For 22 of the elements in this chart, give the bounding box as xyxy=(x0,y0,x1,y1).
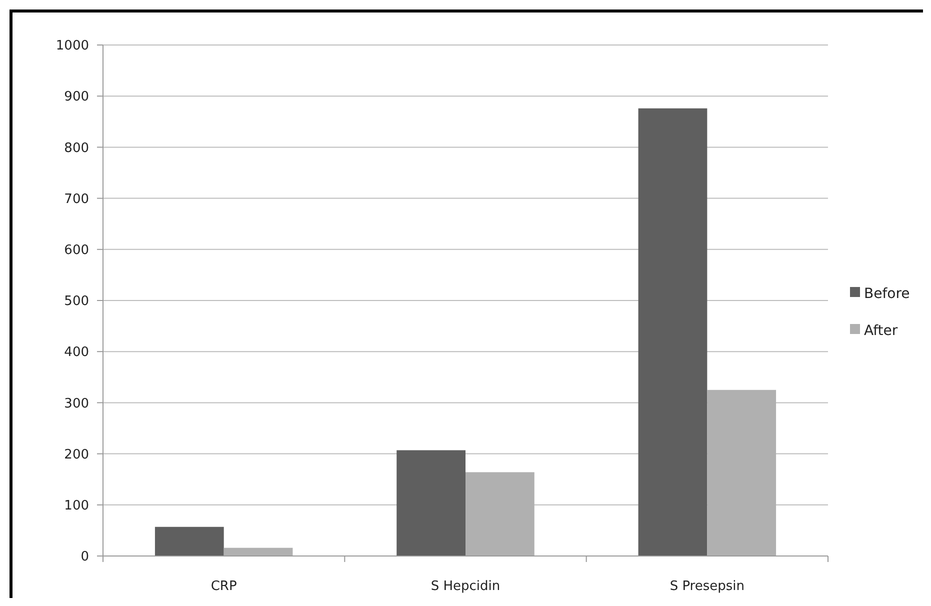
y-tick-label: 400 xyxy=(64,345,89,360)
y-tick-label: 100 xyxy=(64,498,89,514)
bar xyxy=(224,548,293,556)
y-tick-label: 1000 xyxy=(56,38,89,54)
y-tick-label: 500 xyxy=(64,294,89,310)
y-tick-label: 600 xyxy=(64,242,89,258)
y-tick-label: 200 xyxy=(64,447,89,462)
bar xyxy=(154,526,224,556)
legend-label: Before xyxy=(864,286,910,302)
y-tick-label: 900 xyxy=(64,90,89,105)
y-tick-label: 300 xyxy=(64,396,89,412)
y-tick-label: 700 xyxy=(64,192,89,207)
y-tick-label: 0 xyxy=(80,550,89,565)
bar xyxy=(466,472,534,556)
bar xyxy=(396,450,466,556)
legend-label: After xyxy=(864,322,898,339)
x-tick-label: S Presepsin xyxy=(670,579,745,594)
x-tick-label: CRP xyxy=(210,579,237,594)
y-tick-label: 800 xyxy=(64,140,89,156)
x-tick-label: S Hepcidin xyxy=(430,579,500,594)
bar xyxy=(707,390,776,556)
bar xyxy=(638,108,708,556)
